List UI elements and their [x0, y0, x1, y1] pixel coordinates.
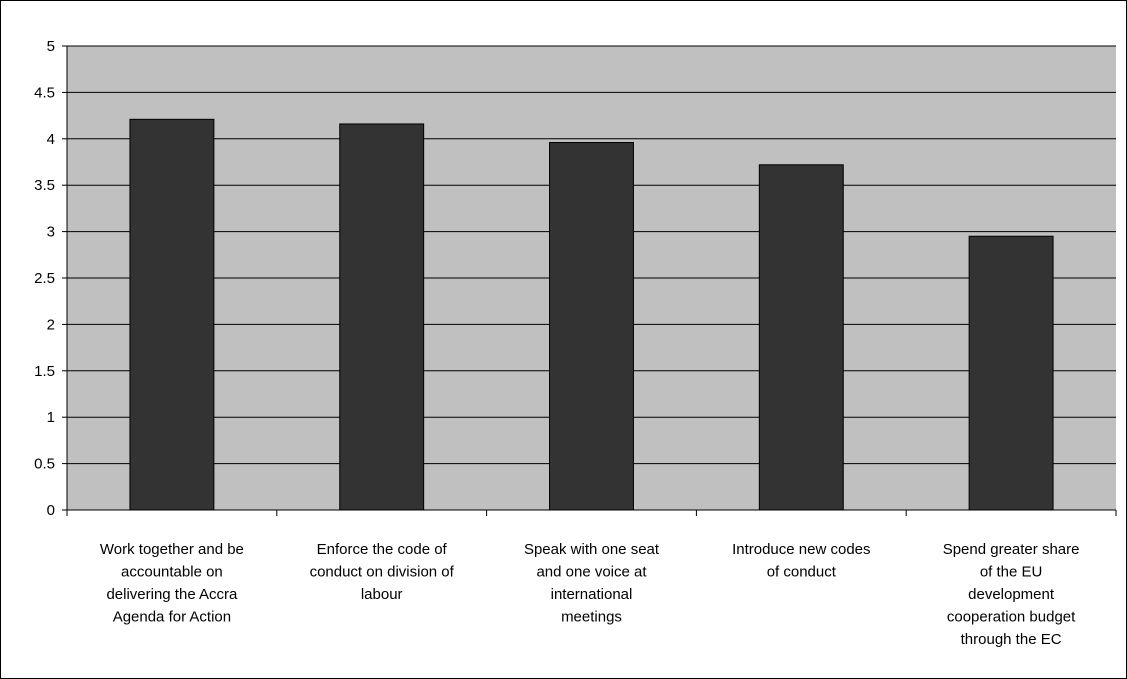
y-tick-label: 3: [47, 224, 55, 241]
x-category-label: Enforce the code of conduct on division o…: [310, 541, 455, 603]
y-tick-label: 1.5: [34, 363, 55, 380]
y-tick-label: 4: [47, 131, 55, 148]
y-tick-label: 0.5: [34, 456, 55, 473]
y-tick-label: 3.5: [34, 177, 55, 194]
axes: [62, 45, 1117, 516]
bar: [758, 164, 844, 511]
y-tick-label: 5: [47, 38, 55, 55]
bar: [339, 123, 425, 511]
bars: [129, 118, 1054, 511]
y-tick-label: 4.5: [34, 84, 55, 101]
y-tick-label: 0: [47, 502, 55, 519]
bar: [549, 142, 634, 511]
y-tick-labels: 0 0.5 1 1.5 2 2.5 3 3.5 4 4.5 5: [34, 38, 55, 519]
x-category-label: Introduce new codes of conduct: [732, 541, 870, 581]
x-category-label: Speak with one seat and one voice at inter…: [524, 541, 660, 626]
bar: [968, 235, 1054, 511]
x-category-label: Work together and be accountable on delive…: [100, 541, 244, 626]
bar: [129, 118, 215, 511]
y-tick-label: 1: [47, 409, 55, 426]
y-tick-label: 2.5: [34, 270, 55, 287]
x-category-labels: Work together and be accountable on delive…: [100, 541, 1080, 648]
y-tick-label: 2: [47, 316, 55, 333]
x-category-label: Spend greater share of the EU development c…: [943, 541, 1080, 648]
